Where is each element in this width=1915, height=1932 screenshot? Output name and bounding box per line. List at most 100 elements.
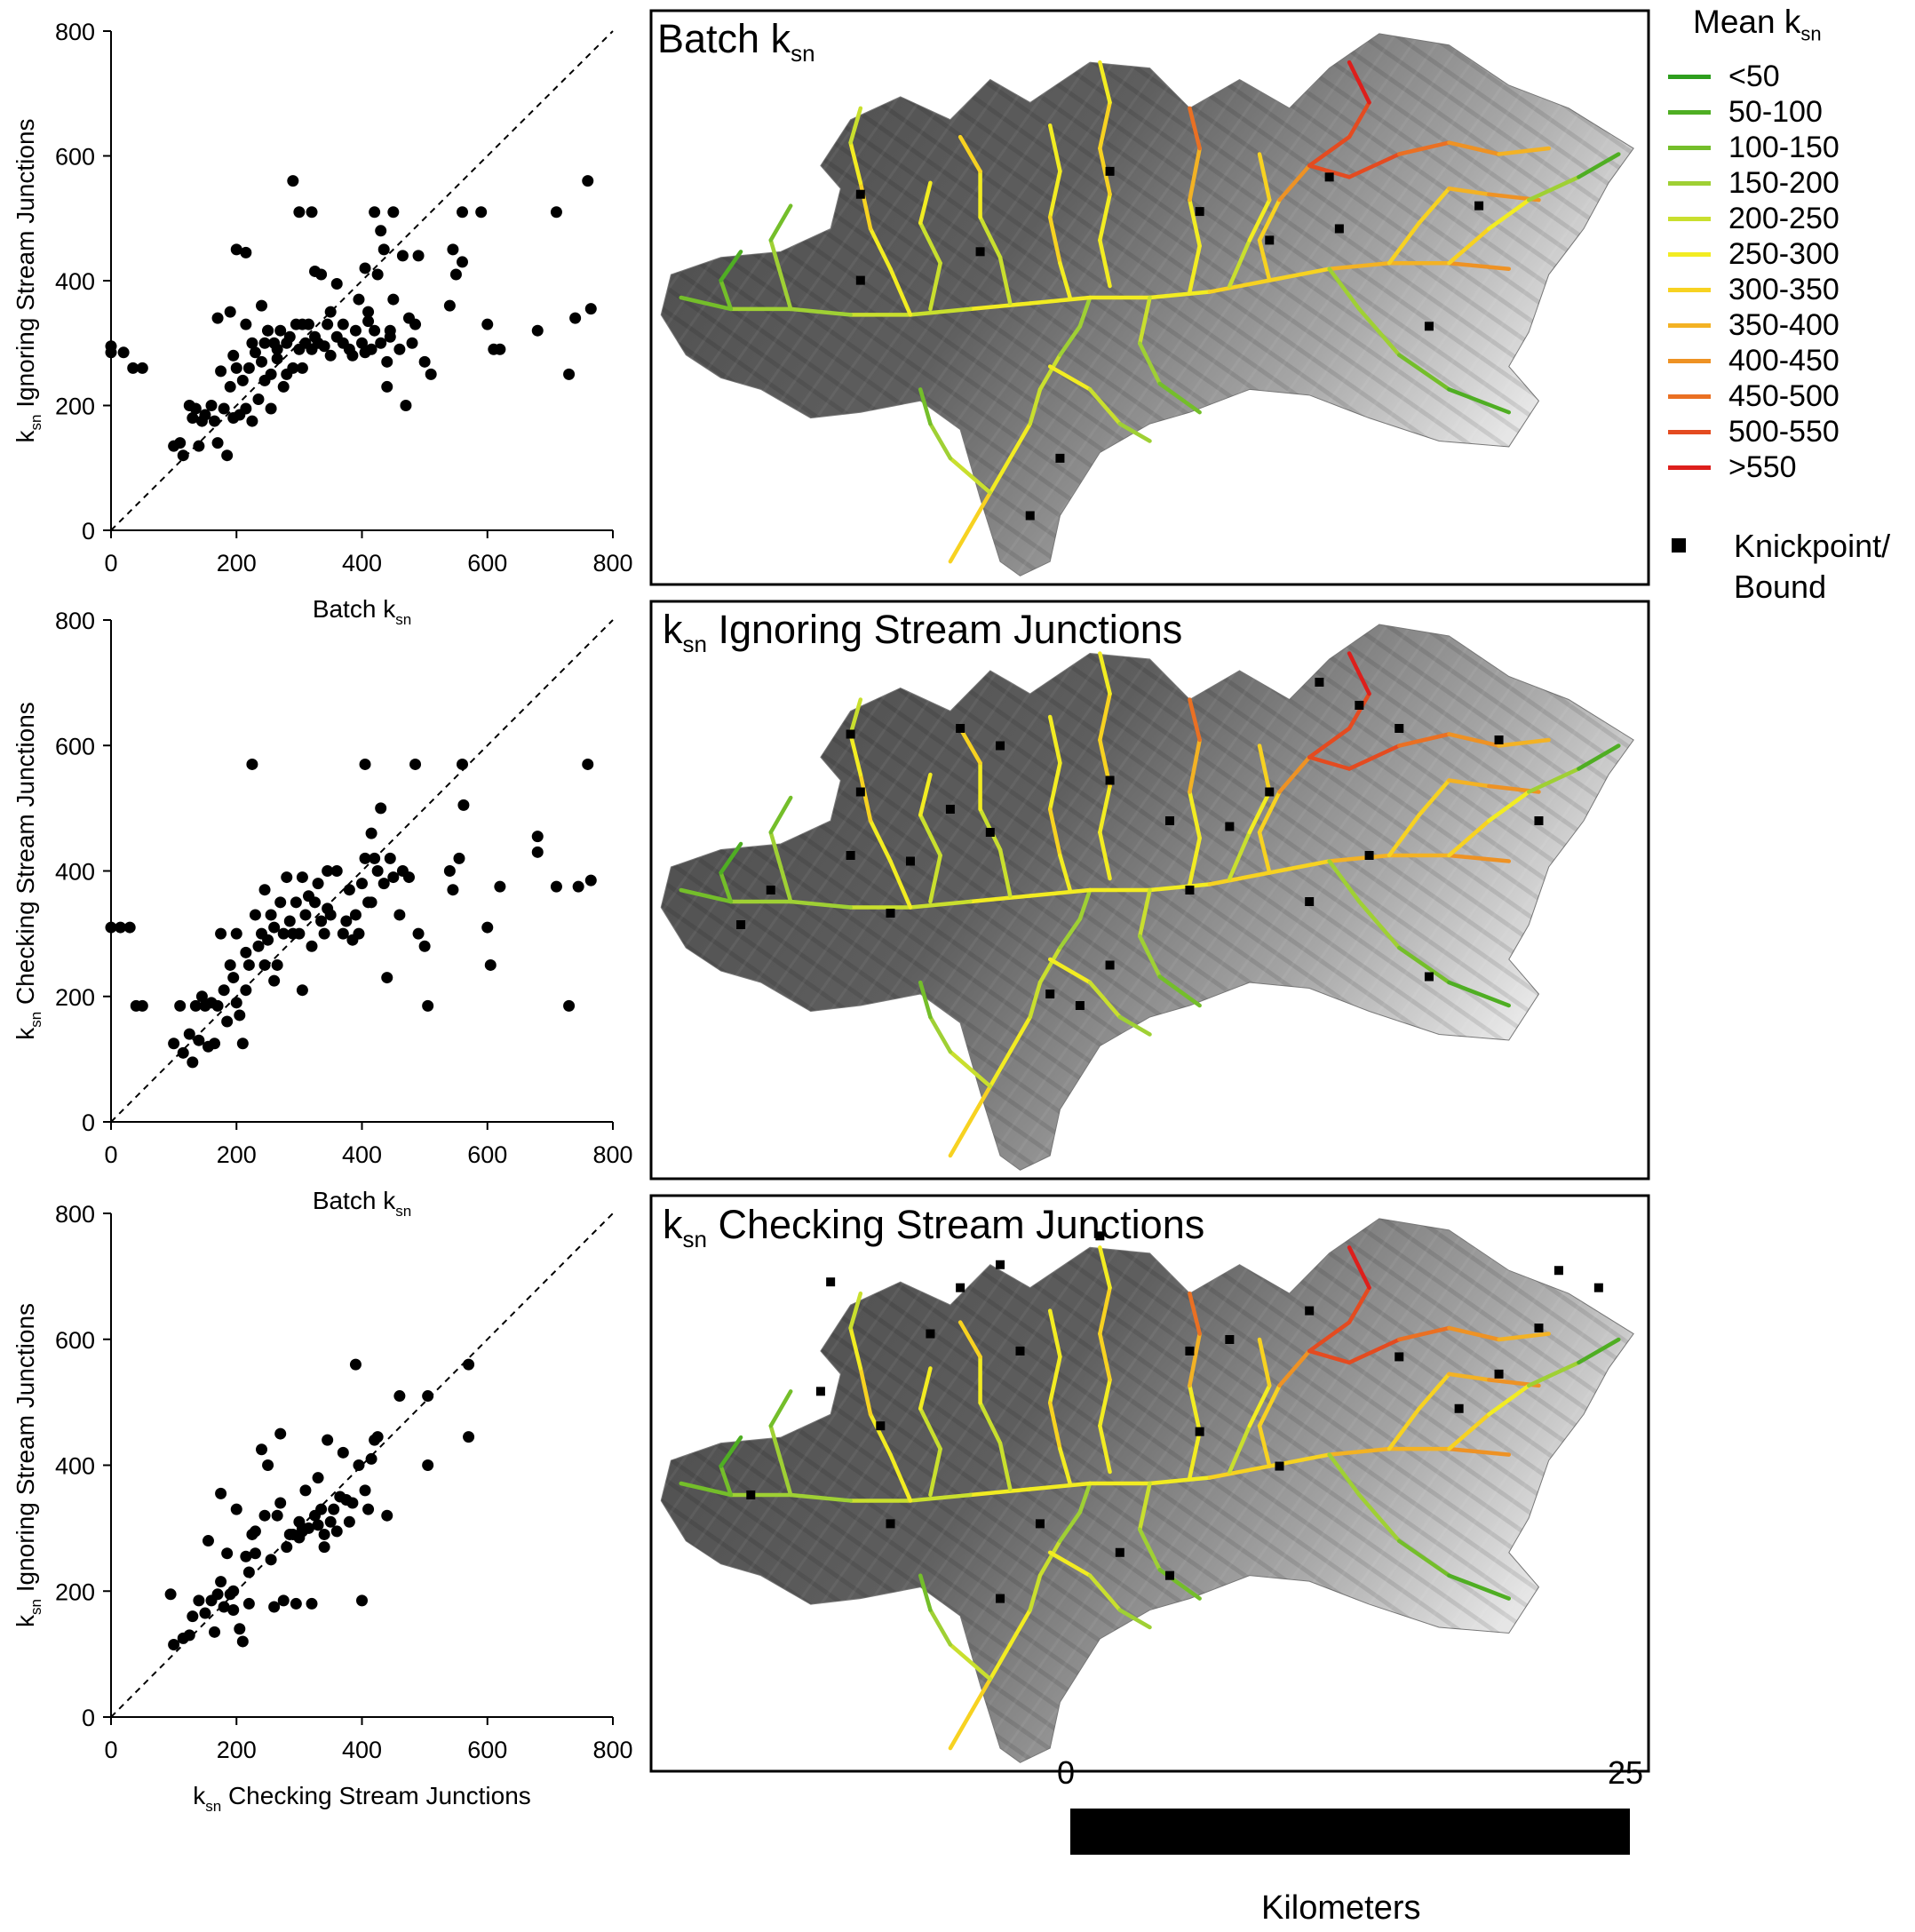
scatter-point	[393, 1390, 406, 1403]
stream-segment	[1188, 737, 1202, 794]
stream-segment	[1307, 163, 1352, 179]
stream-segment	[918, 772, 933, 817]
scatter-point	[362, 306, 375, 318]
scatter-point	[209, 415, 221, 427]
stream-segment	[1347, 1285, 1371, 1324]
legend-swatch	[1668, 429, 1711, 434]
scatter-point	[422, 1459, 434, 1471]
scatter-point	[371, 865, 384, 877]
scatter-point	[375, 337, 387, 349]
legend-item-label: 450-500	[1728, 378, 1840, 413]
scatter-point	[230, 1503, 242, 1515]
scatter-point	[356, 1594, 368, 1607]
scatter-point	[265, 402, 277, 415]
scatter-point	[353, 1459, 365, 1471]
scatter-point	[268, 921, 281, 934]
stream-segment	[1037, 353, 1062, 392]
scatter-point	[330, 1525, 343, 1538]
stream-segment	[1397, 945, 1451, 985]
knickpoint-marker	[1105, 775, 1115, 785]
stream-segment	[1228, 238, 1252, 289]
scatter-point	[281, 368, 293, 380]
scatter-point	[365, 896, 377, 909]
stream-segment	[1307, 1320, 1352, 1354]
stream-segment	[1077, 295, 1093, 329]
stream-segment	[908, 1492, 973, 1503]
scatter-point	[211, 437, 224, 449]
knickpoint-marker	[1055, 453, 1065, 463]
scatter-point	[481, 921, 494, 934]
scatter-point	[271, 343, 283, 355]
scatter-point	[393, 343, 406, 355]
scatter-point	[236, 1635, 249, 1648]
legend-item-label: 500-550	[1728, 414, 1840, 449]
scatter-point	[484, 958, 497, 971]
scatter-point	[349, 1358, 362, 1371]
stream-segment	[908, 899, 973, 910]
scatter-point	[346, 934, 359, 946]
knickpoint-marker	[956, 1283, 965, 1292]
stream-segment	[768, 830, 783, 870]
scatter-point	[215, 1487, 227, 1499]
stream-segment	[1087, 980, 1123, 1020]
stream-segment	[1497, 1332, 1551, 1342]
knickpoint-marker	[1225, 1335, 1235, 1344]
stream-segment	[928, 421, 953, 461]
stream-segment	[1447, 1446, 1512, 1457]
scatter-point	[306, 1597, 318, 1610]
scatter-point	[187, 1610, 199, 1623]
legend-item: 400-450	[1668, 343, 1840, 378]
legend-item: 450-500	[1668, 378, 1840, 414]
stream-segment	[1397, 732, 1451, 748]
stream-segment	[1047, 1401, 1062, 1451]
stream-segment	[1447, 980, 1512, 1008]
scatter-point	[236, 374, 249, 386]
scatter-point	[240, 246, 252, 258]
scatter-point	[249, 909, 261, 921]
scatter-point	[227, 412, 240, 425]
stream-segment	[1257, 743, 1272, 794]
scatter-point	[281, 1541, 293, 1554]
scatter-point	[309, 896, 322, 909]
scatter-point	[306, 206, 318, 219]
stream-segment	[928, 1446, 942, 1498]
stream-segment	[1037, 1538, 1062, 1578]
x-tick-label: 200	[217, 1141, 257, 1168]
x-tick-label: 0	[104, 1141, 117, 1168]
stream-segment	[1098, 651, 1112, 696]
stream-segment	[1098, 238, 1112, 289]
scatter-point	[224, 306, 236, 318]
scatter-point	[293, 206, 306, 219]
x-tick-label: 0	[104, 550, 117, 576]
legend-item: 500-550	[1668, 414, 1840, 449]
stream-segment	[1058, 917, 1083, 950]
scatter-point	[369, 206, 381, 219]
stream-segment	[1307, 726, 1352, 759]
knickpoint-marker	[1593, 1283, 1603, 1292]
stream-segment	[778, 272, 793, 312]
scatter-point	[418, 355, 431, 368]
legend-title: Mean ksn	[1693, 4, 1822, 45]
stream-segment	[1257, 238, 1272, 282]
knickpoint-marker	[1315, 678, 1324, 687]
stream-segment	[968, 1487, 1032, 1498]
knickpoint-marker	[1454, 1403, 1464, 1413]
scatter-point	[365, 827, 377, 839]
stream-segment	[1526, 1360, 1581, 1388]
stream-segment	[958, 726, 982, 766]
stream-segment	[997, 847, 1013, 898]
scatter-point	[290, 896, 302, 909]
scatter-point	[234, 1623, 246, 1635]
stream-segment	[1357, 899, 1402, 950]
scatter-point	[193, 440, 205, 452]
scatter-point	[381, 972, 393, 984]
stream-segment	[968, 301, 1032, 312]
scatter-point	[252, 940, 265, 952]
scatter-point	[337, 927, 349, 940]
stream-segment	[1098, 192, 1112, 242]
y-tick-label: 400	[55, 268, 95, 295]
scatter-point	[271, 958, 283, 971]
scatter-point	[283, 330, 296, 343]
stream-segment	[1577, 743, 1621, 771]
x-tick-label: 800	[592, 550, 632, 576]
